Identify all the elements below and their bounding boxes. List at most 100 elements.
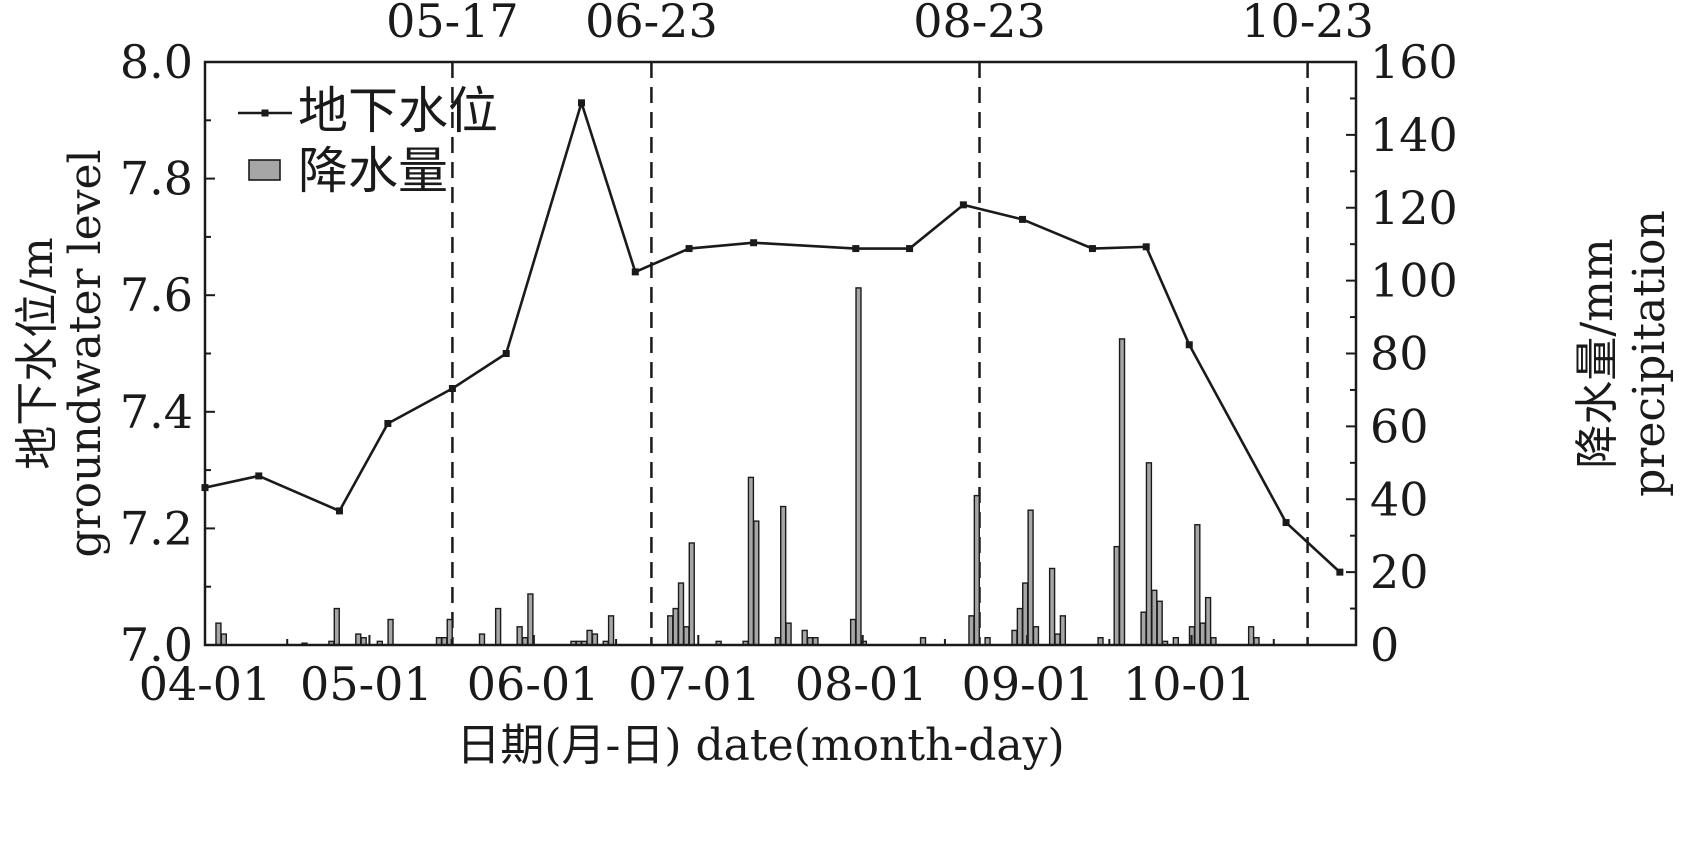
precipitation-bar [672,607,679,646]
precipitation-bar [1204,596,1212,646]
groundwater-point [750,239,758,247]
legend-line-marker [261,109,269,117]
groundwater-point [631,268,639,276]
precipitation-bar [849,618,857,646]
y-left-tick-label: 7.8 [120,152,193,206]
groundwater-point [852,245,860,253]
axis-titles: 日期(月-日) date(month-day) 地下水位/mgroundwater… [12,149,1675,771]
precipitation-bar [683,626,690,646]
precipitation-bar [1118,338,1126,646]
precipitation-bar [527,593,534,646]
legend-bar-swatch [248,159,281,181]
legend-bar-label: 降水量 [298,142,448,200]
precipitation-bar [586,629,593,646]
groundwater-point [335,507,343,515]
precipitation-bar [785,622,792,646]
precipitation-bars [215,287,1260,646]
groundwater-point [448,384,456,392]
vline-label-06-23: 06-23 [585,0,718,48]
precipitation-bar [1054,633,1061,646]
precipitation-bar [607,615,615,646]
precipitation-bar [677,582,685,646]
groundwater-point [1142,243,1150,251]
precipitation-bar [516,626,523,646]
precipitation-bar [1151,589,1158,646]
precipitation-bar [747,476,755,646]
y-right-tick-label: 60 [1370,399,1429,453]
precipitation-bar [333,607,340,646]
precipitation-bar [855,287,862,646]
groundwater-point [384,419,392,427]
groundwater-point [1336,568,1344,576]
x-axis-title: 日期(月-日) date(month-day) [456,720,1064,771]
x-tick-label: 10-01 [1123,657,1256,711]
precipitation-bar [1145,462,1153,646]
precipitation-bar [801,629,808,646]
precipitation-bar [355,633,362,646]
groundwater-point [959,201,967,209]
vline-label-10-23: 10-23 [1241,0,1374,48]
precipitation-bar [215,622,222,646]
precipitation-bar [753,520,760,646]
x-tick-label: 08-01 [795,657,928,711]
y-right-tick-label: 120 [1370,181,1458,235]
groundwater-point [685,245,693,253]
x-tick-label: 04-01 [139,657,272,711]
y-right-title-cn: 降水量/mm [1572,238,1623,468]
precipitation-bar [1194,524,1201,646]
precipitation-bar [220,633,227,646]
precipitation-bar [1059,615,1067,646]
x-tick-label: 05-01 [300,657,433,711]
groundwater-point [1019,215,1027,223]
y-axis-right: 0 20 40 60 80 100 120 140 160 [1346,35,1458,672]
y-left-tick-label: 7.0 [120,618,193,672]
vline-label-08-23: 08-23 [913,0,1046,48]
y-left-title-cn: 地下水位/m [12,237,63,470]
groundwater-point [502,350,510,357]
y-left-tick-label: 7.6 [120,268,193,322]
precipitation-bar [1016,607,1024,646]
precipitation-bar [1011,629,1018,646]
y-right-tick-label: 80 [1370,327,1429,381]
groundwater-point [1282,519,1290,527]
precipitation-bar [1027,509,1034,646]
y-right-tick-label: 100 [1370,254,1458,308]
precipitation-bar [667,615,674,646]
y-left-tick-label: 7.4 [120,385,193,439]
precipitation-bar [1113,545,1120,646]
y-right-tick-label: 140 [1370,108,1458,162]
legend-line-label: 地下水位 [298,82,498,140]
precipitation-bar [494,607,502,646]
precipitation-bar [1032,626,1040,646]
y-left-tick-label: 7.2 [120,501,193,555]
precipitation-bar [591,633,599,646]
y-axis-left: 7.0 7.2 7.4 7.6 7.8 8.0 [120,35,215,672]
y-right-title-en: precipitation [1624,210,1675,497]
y-left-tick-label: 8.0 [120,35,193,89]
groundwater-point [255,472,263,480]
y-right-tick-label: 20 [1370,545,1429,599]
precipitation-bar [968,615,975,646]
y-right-tick-label: 40 [1370,472,1429,526]
vline-labels: 05-17 06-23 08-23 10-23 [386,0,1374,48]
precipitation-bar [478,633,486,646]
x-tick-label: 06-01 [467,657,600,711]
x-tick-label: 09-01 [962,657,1095,711]
y-right-tick-label: 160 [1370,35,1458,89]
precipitation-bar [1048,567,1056,646]
precipitation-bar [973,494,980,646]
x-tick-label: 07-01 [628,657,761,711]
precipitation-bar [1140,611,1147,646]
x-axis: 04-01 05-01 06-01 07-01 08-01 09-01 10-01 [139,635,1275,711]
y-left-title-en: groundwater level [60,149,111,557]
vline-label-05-17: 05-17 [386,0,519,48]
groundwater-point [1088,245,1096,253]
precipitation-bar [688,542,695,646]
groundwater-point [1185,341,1193,349]
y-right-tick-label: 0 [1370,618,1399,672]
precipitation-bar [1156,600,1163,646]
groundwater-point [577,99,585,107]
vertical-reference-lines [451,62,1309,645]
